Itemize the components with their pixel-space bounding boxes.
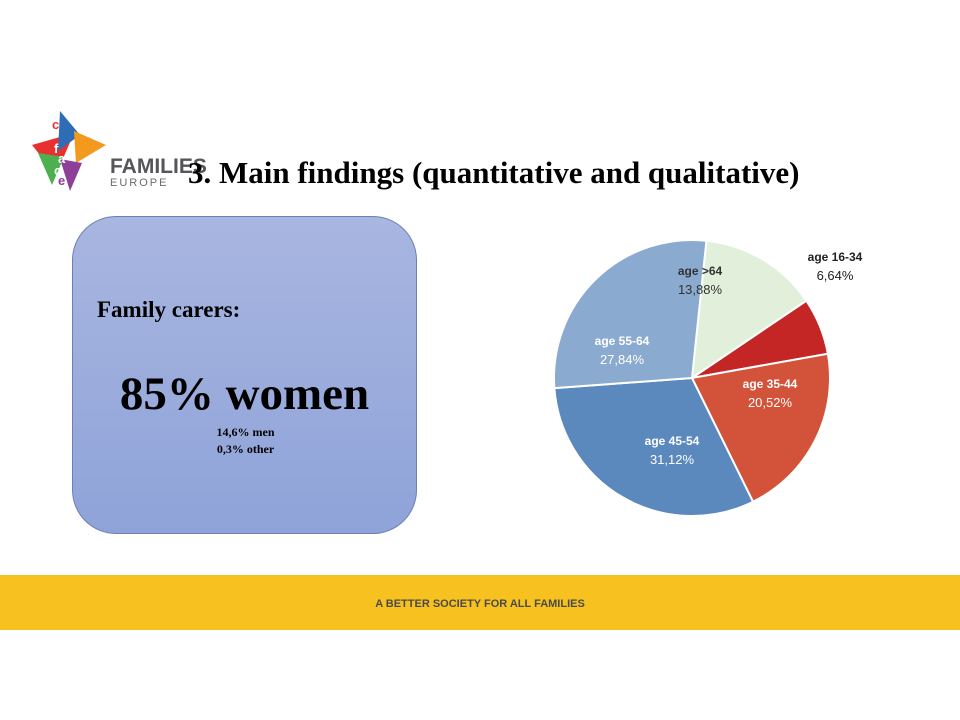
stat-sub-men: 14,6% men xyxy=(216,425,275,439)
stat-label: Family carers: xyxy=(97,297,241,322)
footer-tagline: A BETTER SOCIETY FOR ALL FAMILIES xyxy=(375,598,585,610)
pie-slice xyxy=(553,239,708,390)
slide-title: 3. Main findings (quantitative and quali… xyxy=(188,155,800,190)
pie-slice-value: 31,12% xyxy=(650,452,695,467)
pie-slice-value: 6,64% xyxy=(817,268,854,283)
pie-slice-label: age 16-34 xyxy=(808,250,863,264)
pie-slice-value: 27,84% xyxy=(600,352,645,367)
pie-slice-label: age 35-44 xyxy=(743,377,798,391)
stat-sub-other: 0,3% other xyxy=(216,442,275,456)
logo-word-families: FAMILIES xyxy=(110,155,207,178)
pie-slice xyxy=(553,376,755,517)
family-carers-stat-box: Family carers: 85% women 14,6% men 0,3% … xyxy=(72,216,417,534)
age-pie-chart: age >64 13,88% age 16-34 6,64% age 35-44 20,5… xyxy=(553,239,863,517)
pie-slice-value: 20,52% xyxy=(748,395,793,410)
pie-slice-label: age 55-64 xyxy=(595,334,650,348)
footer-band: A BETTER SOCIETY FOR ALL FAMILIES xyxy=(0,575,960,630)
logo-word-europe: EUROPE xyxy=(110,177,169,189)
logo-letter: o xyxy=(60,127,68,142)
stat-main-value: 85% women xyxy=(119,368,370,420)
pie-slice xyxy=(690,239,808,381)
pie-slice-label: age 45-54 xyxy=(645,434,700,448)
pie-slice xyxy=(690,352,831,504)
logo-letter: f xyxy=(54,141,59,156)
pie-slice-value: 13,88% xyxy=(678,282,723,297)
logo-letter: a xyxy=(58,151,66,166)
coface-logo-mark: c o f a c e xyxy=(32,111,106,191)
logo-letter: c xyxy=(52,117,59,132)
logo-letter: c xyxy=(54,163,61,178)
logo-letter: e xyxy=(58,173,65,188)
pie-slice-label: age >64 xyxy=(678,264,723,278)
coface-logo: c o f a c e FAMILIES EUROPE xyxy=(30,105,207,193)
